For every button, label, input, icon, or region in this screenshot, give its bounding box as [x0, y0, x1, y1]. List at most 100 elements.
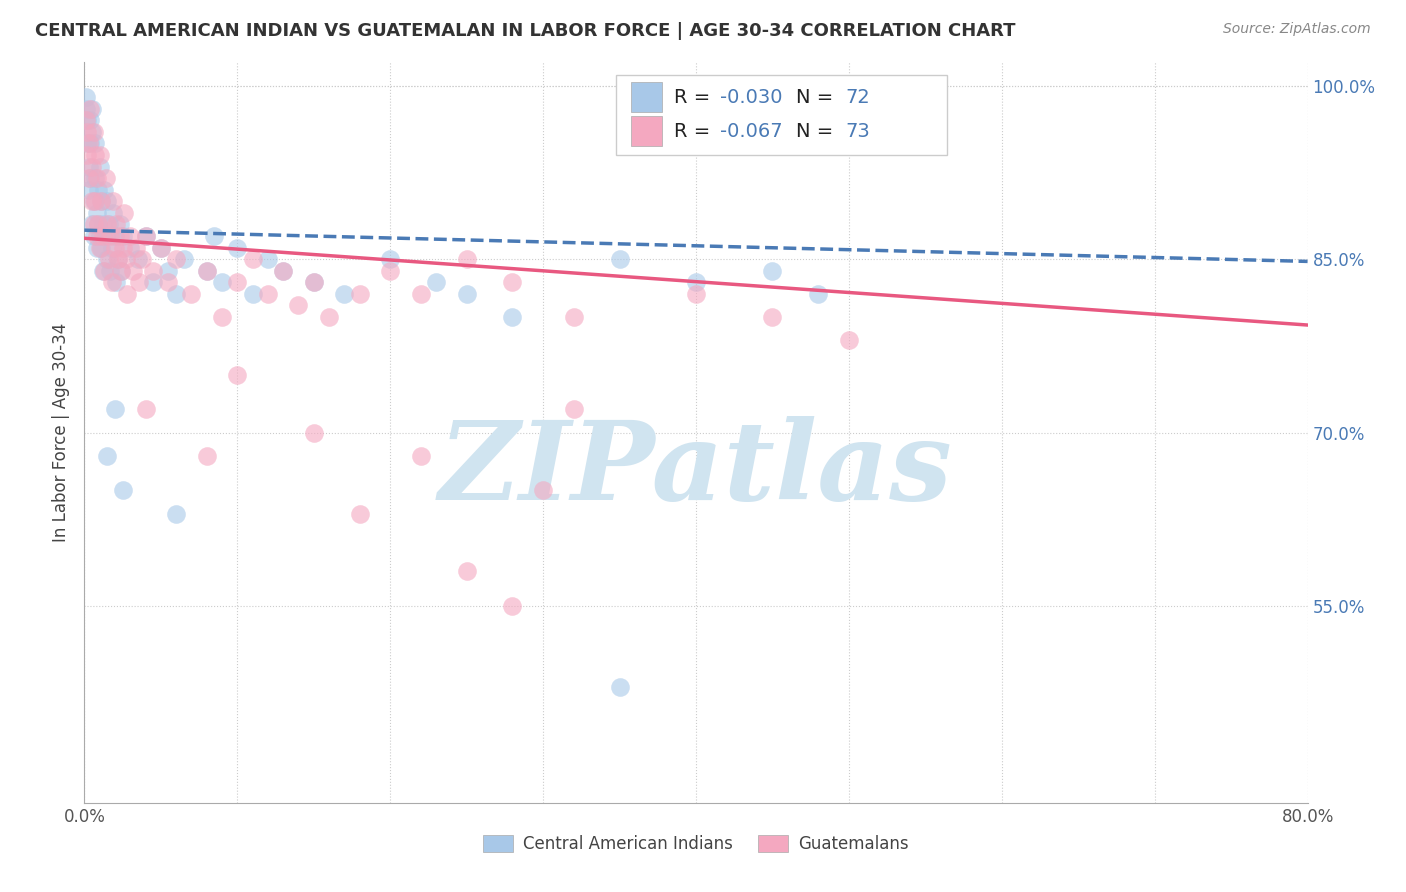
Point [318, 310, 340, 324]
Point [115, 286, 138, 301]
Point [165, 507, 187, 521]
Point [96, 194, 118, 209]
Point [257, 286, 280, 301]
Point [79, 171, 101, 186]
Point [86, 171, 108, 186]
Point [142, 275, 165, 289]
Point [94, 171, 117, 186]
Point [94, 229, 117, 244]
Point [349, 507, 371, 521]
Point [609, 252, 631, 266]
Point [128, 275, 150, 289]
Point [77, 183, 100, 197]
Point [271, 263, 294, 277]
Point [107, 252, 129, 266]
Point [75, 102, 97, 116]
Point [79, 102, 101, 116]
Point [111, 229, 134, 244]
Point [111, 483, 134, 498]
Point [101, 240, 124, 254]
Point [125, 240, 148, 254]
Point [104, 229, 127, 244]
Point [86, 206, 108, 220]
Point [135, 229, 157, 244]
Point [380, 263, 402, 277]
Text: R =: R = [673, 87, 717, 107]
Point [131, 252, 153, 266]
Point [380, 252, 402, 266]
Point [202, 229, 225, 244]
Point [84, 148, 107, 162]
Point [761, 263, 783, 277]
Point [87, 218, 110, 232]
Point [77, 171, 100, 186]
Point [110, 263, 132, 277]
FancyBboxPatch shape [631, 117, 662, 146]
Text: R =: R = [673, 122, 717, 141]
Point [98, 263, 121, 277]
Point [97, 218, 120, 232]
Point [242, 252, 264, 266]
Point [114, 252, 136, 266]
Point [90, 194, 112, 209]
Point [80, 102, 103, 116]
Point [333, 286, 356, 301]
Point [83, 194, 105, 209]
Point [87, 183, 110, 197]
Point [242, 286, 264, 301]
Point [807, 286, 830, 301]
Point [211, 275, 233, 289]
Point [562, 402, 585, 417]
Point [98, 229, 121, 244]
Point [110, 263, 132, 277]
Point [89, 160, 111, 174]
Text: N =: N = [796, 122, 839, 141]
Text: 73: 73 [845, 122, 870, 141]
Point [302, 275, 325, 289]
Point [104, 402, 127, 417]
Point [122, 263, 145, 277]
Point [112, 206, 135, 220]
Point [157, 263, 180, 277]
Point [90, 240, 112, 254]
Point [101, 275, 124, 289]
Point [93, 263, 115, 277]
Point [838, 333, 860, 347]
Point [425, 275, 447, 289]
Point [149, 240, 172, 254]
Point [103, 206, 125, 220]
Text: -0.067: -0.067 [720, 122, 783, 141]
Text: ZIPatlas: ZIPatlas [439, 416, 953, 524]
Point [173, 252, 195, 266]
Point [127, 252, 149, 266]
Point [96, 218, 118, 232]
Point [195, 263, 218, 277]
Point [456, 252, 478, 266]
Point [104, 240, 127, 254]
Text: N =: N = [796, 87, 839, 107]
Point [226, 275, 249, 289]
Point [86, 240, 108, 254]
Point [502, 599, 524, 614]
Point [349, 286, 371, 301]
Point [302, 275, 325, 289]
Point [89, 240, 111, 254]
Point [103, 194, 125, 209]
Point [83, 229, 105, 244]
Point [157, 275, 180, 289]
Point [111, 240, 134, 254]
Point [761, 310, 783, 324]
Point [84, 194, 107, 209]
Point [502, 310, 524, 324]
Point [93, 183, 115, 197]
Text: 72: 72 [845, 87, 870, 107]
Point [97, 252, 120, 266]
Point [80, 125, 103, 139]
Text: -0.030: -0.030 [720, 87, 783, 107]
Point [84, 136, 107, 151]
Point [75, 113, 97, 128]
Point [142, 263, 165, 277]
Point [91, 218, 114, 232]
Point [105, 275, 128, 289]
FancyBboxPatch shape [616, 75, 946, 155]
